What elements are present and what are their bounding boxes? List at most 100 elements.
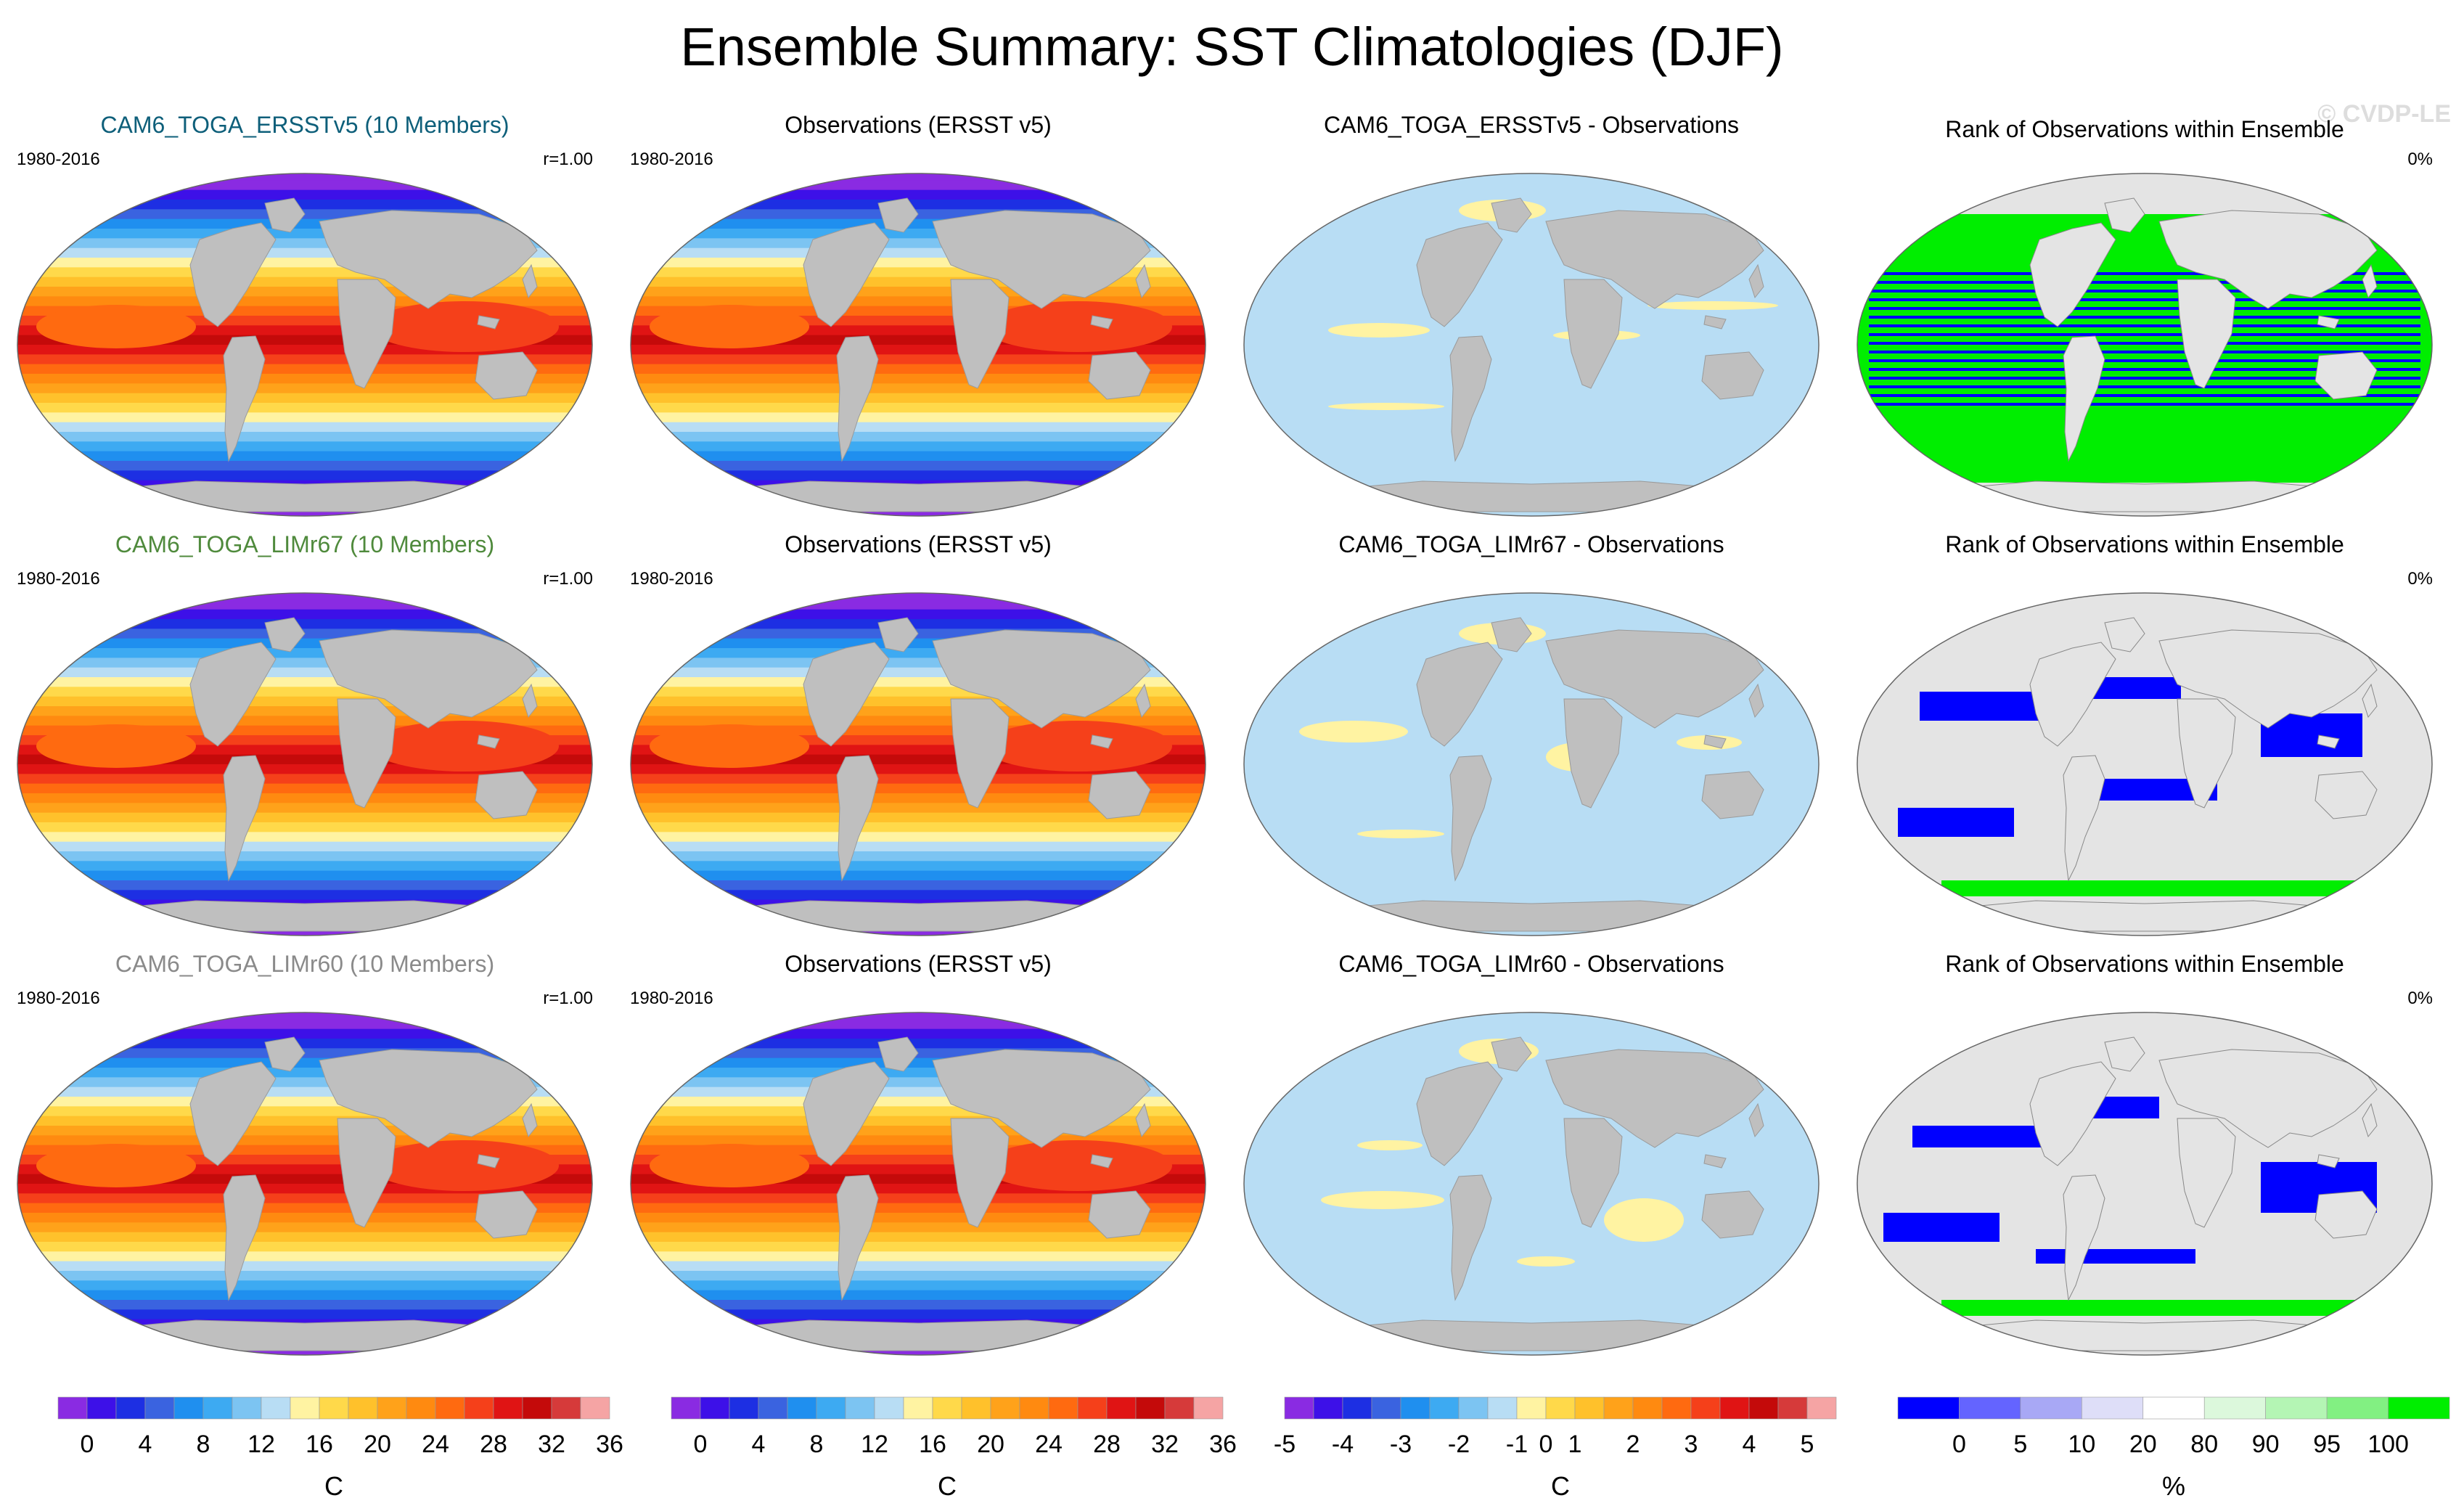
colorbar-unit: % (2161, 1471, 2185, 1501)
colorbar-swatch (1748, 1396, 1779, 1420)
rank-percent: 0% (2407, 150, 2433, 169)
sst-band (17, 287, 592, 298)
sst-band (17, 383, 592, 394)
colorbar-tick-label: 90 (2252, 1431, 2280, 1458)
colorbar-swatch (874, 1396, 904, 1420)
land-mass (2362, 263, 2378, 299)
rank-blue-stripe (1869, 394, 2420, 397)
colorbar-swatch (1077, 1396, 1108, 1420)
land-mass (877, 1036, 919, 1072)
colorbar-swatch (1545, 1396, 1576, 1420)
colorbar-swatch (671, 1396, 701, 1420)
sst-band (17, 1039, 592, 1049)
diff-patch (1328, 323, 1430, 337)
land-mass (2158, 629, 2378, 729)
colorbar-tick-label: 4 (139, 1431, 152, 1458)
land-mass (2104, 617, 2145, 652)
land-mass (337, 279, 396, 389)
land-mass (2063, 335, 2105, 462)
colorbar-swatch (903, 1396, 933, 1420)
period-label: 1980-2016 (17, 989, 100, 1008)
sst-band (631, 287, 1206, 298)
sst-band (17, 696, 592, 707)
sst-band (17, 880, 592, 891)
panel-obs-row1: Observations (ERSST v5) 1980-2016 (617, 109, 1219, 528)
sst-map (17, 173, 593, 517)
sst-band (17, 890, 592, 901)
sst-band (631, 609, 1206, 620)
diff-field (1244, 173, 1819, 516)
land-mass (522, 683, 538, 719)
warm-pool (36, 1144, 196, 1187)
sst-band (631, 619, 1206, 630)
land-mass (932, 210, 1151, 309)
sst-band (631, 861, 1206, 872)
colorbar-tick-label: 12 (247, 1431, 275, 1458)
sst-band (17, 1251, 592, 1262)
sst-band (631, 383, 1206, 394)
colorbar-swatch (816, 1396, 846, 1420)
sst-band (631, 1028, 1206, 1039)
sst-band (17, 1280, 592, 1291)
colorbar-swatch (1400, 1396, 1430, 1420)
land-mass (2177, 1118, 2236, 1228)
rank-blue-stripe (1869, 307, 2420, 310)
sst-band (631, 696, 1206, 707)
rank-blue-stripe (1869, 272, 2420, 275)
colorbar-swatch (493, 1396, 523, 1420)
sst-map (630, 173, 1206, 517)
map-outline (1857, 592, 2433, 936)
colorbar-swatch (1777, 1396, 1808, 1420)
land-mass (2314, 771, 2378, 819)
sst-band (17, 509, 592, 516)
land-mass (1748, 683, 1764, 719)
colorbar-swatch (1429, 1396, 1460, 1420)
colorbar-swatch (1135, 1396, 1166, 1420)
colorbar-swatch (1048, 1396, 1078, 1420)
sst-band (631, 422, 1206, 433)
rank-blue-stripe (1869, 324, 2420, 327)
land-mass (475, 771, 538, 819)
colorbar-swatch (2326, 1396, 2389, 1420)
land-mass (1491, 197, 1532, 233)
land-mass (1703, 1154, 1727, 1169)
land-mass (2104, 1036, 2145, 1072)
panel-title: Rank of Observations within Ensemble (1945, 531, 2344, 557)
colorbar-tick-label: 20 (2129, 1431, 2157, 1458)
colorbar-tick-label: 80 (2190, 1431, 2218, 1458)
land-mass (700, 480, 1137, 512)
sst-band (631, 870, 1206, 881)
colorbar-tick-label: 8 (197, 1431, 210, 1458)
rank-blue-region (1898, 808, 2014, 837)
colorbar-swatch (290, 1396, 320, 1420)
colorbar-tick-label: 16 (919, 1431, 946, 1458)
sst-band (17, 774, 592, 785)
sst-band (17, 180, 592, 191)
sst-band (631, 1222, 1206, 1233)
diff-patch (1321, 1191, 1444, 1209)
diff-map (1243, 592, 1820, 936)
sst-band (631, 1251, 1206, 1262)
land-mass (950, 279, 1010, 389)
diff-patch (1328, 403, 1444, 410)
sst-band (17, 793, 592, 804)
land-mass (1701, 1190, 1764, 1239)
sst-band (17, 1203, 592, 1214)
panel-diff-row1: CAM6_TOGA_ERSSTv5 - Observations (1230, 109, 1833, 528)
diff-patch (1648, 301, 1778, 310)
colorbar-swatch (319, 1396, 349, 1420)
sst-band (631, 393, 1206, 404)
colorbar-tick-label: 28 (1093, 1431, 1121, 1458)
land-mass (1701, 351, 1764, 400)
colorbar-swatch (464, 1396, 494, 1420)
land-mass (700, 1319, 1137, 1351)
rank-green-region (1941, 1300, 2362, 1316)
warm-pool (370, 301, 559, 352)
map-outline (17, 1012, 593, 1356)
sst-band (631, 451, 1206, 462)
land-mass (475, 1190, 538, 1239)
colorbar-tick-label: 10 (2068, 1431, 2095, 1458)
sst-band (17, 1193, 592, 1204)
panel-model-row1: CAM6_TOGA_ERSSTv5 (10 Members) 1980-2016… (4, 109, 606, 528)
colorbar-tick-label: 0 (694, 1431, 708, 1458)
